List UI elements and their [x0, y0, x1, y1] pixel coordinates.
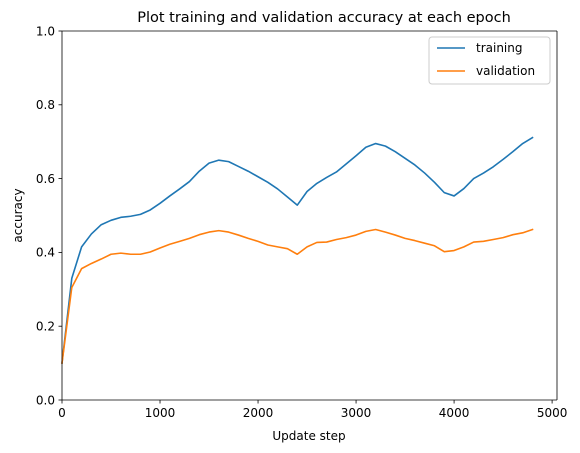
plot-area	[62, 31, 557, 400]
chart-title: Plot training and validation accuracy at…	[137, 10, 511, 26]
x-tick-label: 1000	[145, 406, 176, 420]
legend-label-validation: validation	[476, 64, 535, 78]
y-tick-label: 0.6	[36, 172, 55, 186]
legend-label-training: training	[476, 41, 523, 55]
x-tick-label: 2000	[243, 406, 274, 420]
y-tick-label: 1.0	[36, 24, 55, 38]
x-axis-ticks: 0 1000 2000 3000 4000 5000	[58, 400, 567, 420]
series-line-training	[61, 136, 534, 364]
y-tick-label: 0.8	[36, 98, 55, 112]
series-line-validation	[61, 228, 534, 364]
legend: training validation	[428, 36, 551, 85]
plot-frame	[61, 30, 558, 401]
x-tick-label: 0	[58, 406, 66, 420]
x-tick-label: 3000	[341, 406, 372, 420]
y-axis-label: accuracy	[11, 188, 25, 242]
y-tick-label: 0.4	[36, 246, 55, 260]
x-tick-label: 4000	[439, 406, 470, 420]
y-tick-label: 0.2	[36, 320, 55, 334]
x-tick-label: 5000	[537, 406, 568, 420]
series-layer	[61, 136, 534, 364]
y-tick-label: 0.0	[36, 393, 55, 407]
x-axis-label: Update step	[272, 429, 345, 443]
y-axis-ticks: 0.0 0.2 0.4 0.6 0.8 1.0	[36, 24, 62, 407]
